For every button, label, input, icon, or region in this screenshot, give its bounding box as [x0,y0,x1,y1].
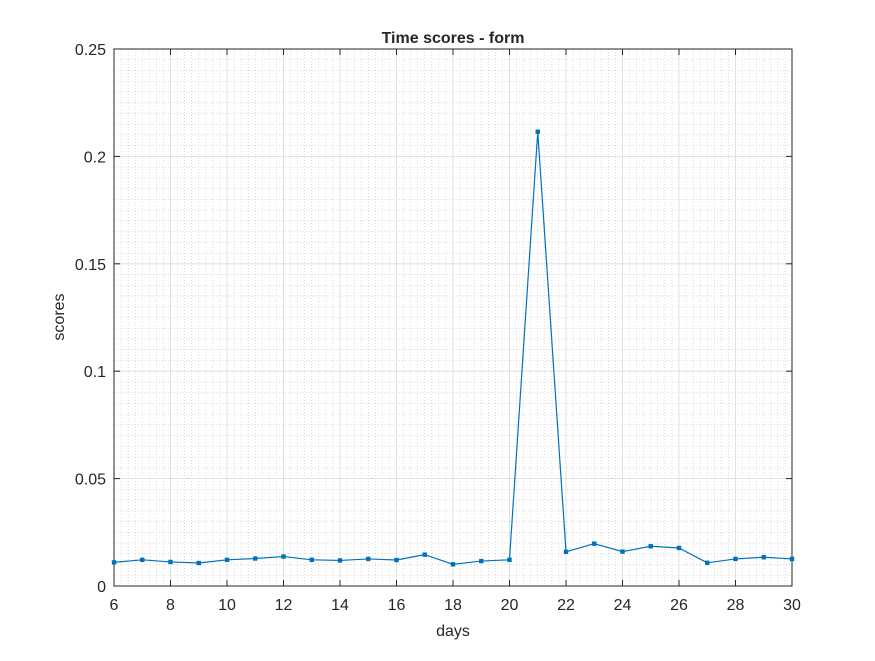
x-tick-label: 12 [275,597,293,614]
data-point-marker [111,560,117,565]
x-tick-label: 24 [614,597,632,614]
data-point-marker [422,552,427,557]
x-tick-label: 16 [388,597,406,614]
x-axis-ticks: 6 8 10 12 14 16 18 20 22 24 26 28 30 [110,49,801,614]
data-point-marker [140,557,145,562]
x-axis-label: days [436,623,470,640]
data-point-marker [196,560,201,566]
x-tick-label: 20 [501,597,519,614]
y-tick-label: 0.05 [75,472,106,489]
x-tick-label: 8 [166,597,175,614]
x-tick-label: 26 [670,597,688,614]
data-point-marker [789,556,795,562]
y-tick-label: 0 [97,579,106,596]
data-point-marker [366,556,371,562]
data-point-marker [535,129,540,134]
data-point-marker [705,560,710,566]
x-tick-label: 18 [444,597,462,614]
data-point-marker [761,555,766,560]
data-point-marker [676,545,682,551]
x-tick-label: 14 [331,597,349,614]
data-point-marker [592,541,597,546]
data-point-marker [620,549,625,554]
data-point-marker [733,556,738,562]
data-point-marker [281,554,286,559]
y-tick-label: 0.2 [84,149,106,166]
data-point-marker [648,544,653,549]
y-tick-label: 0.25 [75,42,106,59]
data-point-marker [394,557,399,563]
data-point-marker [309,557,314,562]
x-tick-label: 30 [783,597,801,614]
y-axis-label: scores [51,293,68,340]
x-tick-label: 28 [727,597,745,614]
chart-title: Time scores - form [382,30,525,47]
data-point-marker [337,558,343,563]
x-tick-label: 6 [110,597,119,614]
data-point-marker [224,557,230,562]
data-point-marker [168,559,173,565]
data-point-marker [479,558,484,564]
data-point-marker [507,557,512,562]
data-point-marker [450,562,456,567]
y-axis-ticks: 0 0.05 0.1 0.15 0.2 0.25 [75,42,792,596]
x-tick-label: 22 [557,597,575,614]
x-tick-label: 10 [218,597,236,614]
data-point-marker [563,549,569,555]
data-point-marker [253,556,258,561]
y-tick-label: 0.1 [84,364,106,381]
series-layer [111,129,795,567]
y-tick-label: 0.15 [75,257,106,274]
